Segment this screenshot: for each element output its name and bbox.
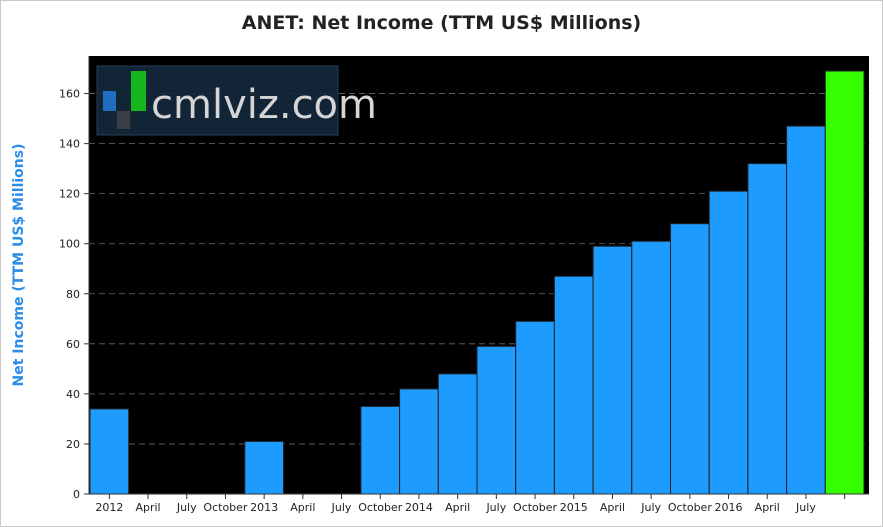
x-tick-label: 2016 xyxy=(715,501,743,514)
y-tick-label: 120 xyxy=(59,188,80,201)
x-tick-label: April xyxy=(290,501,315,514)
x-tick-label: 2012 xyxy=(95,501,123,514)
bar xyxy=(786,125,826,495)
x-tick-label: October xyxy=(513,501,557,514)
x-tick-label: July xyxy=(795,501,816,514)
x-tick-label: 2014 xyxy=(405,501,433,514)
bar xyxy=(631,240,671,495)
x-tick-label: April xyxy=(135,501,160,514)
x-tick-label: July xyxy=(485,501,506,514)
y-tick-label: 0 xyxy=(73,488,80,501)
bar xyxy=(592,245,633,495)
x-tick-label: 2013 xyxy=(250,501,278,514)
bar xyxy=(399,388,439,495)
bar xyxy=(515,320,555,495)
x-tick-label: October xyxy=(203,501,247,514)
logo-green-block-icon xyxy=(131,71,146,111)
x-tick-label: April xyxy=(755,501,780,514)
bar xyxy=(244,440,285,495)
x-tick-label: July xyxy=(331,501,352,514)
y-tick-label: 160 xyxy=(59,88,80,101)
bar xyxy=(476,345,517,495)
y-tick-label: 140 xyxy=(59,138,80,151)
x-tick-label: October xyxy=(668,501,712,514)
x-tick-label: July xyxy=(640,501,661,514)
x-tick-label: April xyxy=(600,501,625,514)
y-tick-label: 80 xyxy=(66,288,80,301)
logo-blue-block-icon xyxy=(103,91,116,111)
y-tick-label: 100 xyxy=(59,238,80,251)
bars xyxy=(89,70,865,495)
logo-gray-block-icon xyxy=(117,111,130,129)
y-tick-label: 40 xyxy=(66,388,80,401)
x-tick-label: July xyxy=(176,501,197,514)
axes: 0 20 40 60 80 100 120 140 160 2012 April July Octobe… xyxy=(59,56,869,514)
x-tick-label: 2015 xyxy=(560,501,588,514)
bar xyxy=(747,163,788,495)
watermark-text: cmlviz.com xyxy=(151,82,377,128)
bar xyxy=(708,190,749,495)
chart-title: ANET: Net Income (TTM US$ Millions) xyxy=(241,12,642,34)
watermark-logo: cmlviz.com xyxy=(96,65,377,136)
x-tick-label: October xyxy=(358,501,402,514)
bar xyxy=(437,373,478,495)
y-tick-label: 60 xyxy=(66,338,80,351)
y-tick-label: 20 xyxy=(66,438,80,451)
bar xyxy=(824,70,865,495)
bar xyxy=(553,275,594,495)
bar xyxy=(89,408,130,495)
x-tick-label: April xyxy=(445,501,470,514)
bar xyxy=(670,223,710,495)
bar xyxy=(360,405,401,495)
